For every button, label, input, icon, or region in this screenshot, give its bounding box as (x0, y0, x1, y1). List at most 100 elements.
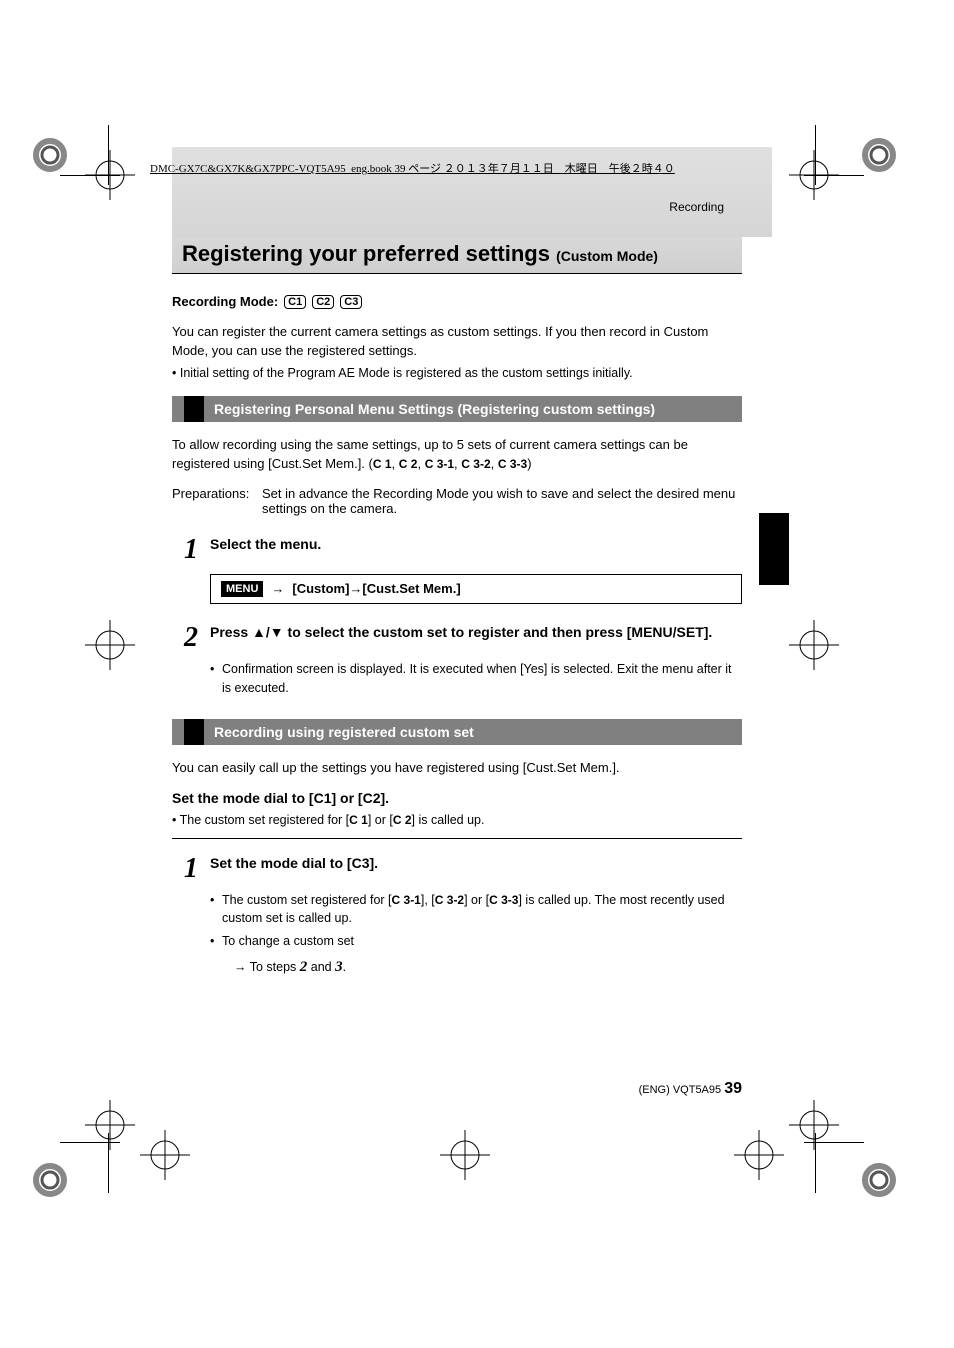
section-gap (184, 396, 204, 422)
intro-bullet: • Initial setting of the Program AE Mode… (172, 365, 742, 383)
section-accent (172, 396, 184, 422)
sec2-bold-a: Set the mode dial to [ (172, 790, 314, 806)
crop-line (804, 1142, 864, 1143)
step-1-number: 1 (172, 534, 210, 564)
menu-path-box: MENU → [Custom]→[Cust.Set Mem.] (210, 574, 742, 604)
step-2-body: Press ▲/▼ to select the custom set to re… (210, 622, 742, 643)
step-2: 2 Press ▲/▼ to select the custom set to … (172, 622, 742, 652)
preparations-text: Set in advance the Recording Mode you wi… (262, 486, 742, 516)
step-2-title: Press ▲/▼ to select the custom set to re… (210, 622, 742, 643)
b1b: ], [ (421, 893, 435, 907)
footer-page-number: 39 (724, 1080, 742, 1097)
recording-mode-label: Recording Mode: (172, 294, 278, 309)
b1c33: C 3-3 (489, 893, 518, 907)
sec2-bullet-b: ] or [ (368, 813, 393, 827)
crosshair-icon (734, 1130, 784, 1180)
crop-line (815, 125, 816, 185)
arrow-3: 3 (335, 959, 343, 975)
book-header-line: DMC-GX7C&GX7K&GX7PPC-VQT5A95_eng.book 39… (150, 160, 675, 176)
preparations-row: Preparations: Set in advance the Recordi… (172, 486, 742, 516)
step-2-number: 2 (172, 622, 210, 652)
bullet-dot-3: • (210, 932, 222, 951)
crop-mark-icon (25, 130, 75, 180)
step-2-title-c: to select the custom set to register and… (284, 624, 713, 640)
step-2-title-a: Press (210, 624, 252, 640)
step-1-body: Select the menu. (210, 534, 742, 555)
sec2-bullet-c: ] is called up. (412, 813, 485, 827)
sec2-step1-title-a: Set the mode dial to [ (210, 855, 352, 871)
c-label-5: C 3-3 (498, 457, 527, 471)
sec2-step1-bullet2-text: To change a custom set (222, 932, 742, 951)
intro-paragraph: You can register the current camera sett… (172, 323, 742, 361)
sec2-bullet-c1: C 1 (349, 813, 368, 827)
mode-badge-c2: C2 (312, 295, 334, 309)
page-title-main: Registering your preferred settings (182, 241, 556, 266)
sec2-bold-b: ] or [ (331, 790, 362, 806)
mode-badge-c3: C3 (340, 295, 362, 309)
crop-mark-icon (854, 130, 904, 180)
preparations-label: Preparations: (172, 486, 262, 516)
page-footer: (ENG) VQT5A95 39 (172, 1080, 742, 1098)
sec2-step-1-body: Set the mode dial to [C3]. (210, 853, 742, 874)
footer-label: (ENG) VQT5A95 (639, 1084, 722, 1096)
crop-line (804, 175, 864, 176)
sec2-step1-bullet2: • To change a custom set (210, 932, 742, 951)
crosshair-icon (85, 620, 135, 670)
section-header-2: Recording using registered custom set (172, 719, 742, 745)
step-1: 1 Select the menu. (172, 534, 742, 564)
menu-badge: MENU (221, 581, 263, 597)
side-tab-marker (759, 513, 789, 585)
sec2-step1-bullet1-text: The custom set registered for [C 3-1], [… (222, 891, 742, 929)
section-header-2-text: Recording using registered custom set (204, 719, 742, 745)
sec1-paragraph: To allow recording using the same settin… (172, 436, 742, 474)
sec2-bold-c1: C1 (314, 790, 332, 806)
sec2-step1-bullet1: • The custom set registered for [C 3-1],… (210, 891, 742, 929)
sec2-step-1-title: Set the mode dial to [C3]. (210, 853, 742, 874)
sec2-bold-line: Set the mode dial to [C1] or [C2]. (172, 790, 742, 806)
bullet-dot-2: • (210, 891, 222, 929)
step-2-bullet-text: Confirmation screen is displayed. It is … (222, 660, 742, 698)
sec2-step1-title-b: ]. (369, 855, 378, 871)
page-content: Registering your preferred settings (Cus… (172, 237, 742, 979)
crop-line (60, 175, 120, 176)
c-label-1: C 1 (373, 457, 392, 471)
arrow-a: → To steps (234, 960, 300, 974)
b1c32: C 3-2 (435, 893, 464, 907)
crosshair-icon (140, 1130, 190, 1180)
crosshair-icon (440, 1130, 490, 1180)
page-title-bar: Registering your preferred settings (Cus… (172, 237, 742, 274)
b1a: The custom set registered for [ (222, 893, 392, 907)
sec2-bold-c2: C2 (363, 790, 381, 806)
menu-path-text: [Custom]→[Cust.Set Mem.] (292, 581, 460, 596)
sec2-step1-title-c3: C3 (352, 855, 370, 871)
b1c31: C 3-1 (392, 893, 421, 907)
step-2-bullet: • Confirmation screen is displayed. It i… (210, 660, 742, 698)
c-label-4: C 3-2 (461, 457, 490, 471)
sec2-step-1: 1 Set the mode dial to [C3]. (172, 853, 742, 883)
arrow-b: and (307, 960, 335, 974)
crosshair-icon (789, 620, 839, 670)
step-1-title: Select the menu. (210, 534, 742, 555)
sec2-bullet-c2: C 2 (393, 813, 412, 827)
section-gap-2 (184, 719, 204, 745)
section-accent-2 (172, 719, 184, 745)
page-title-sub: (Custom Mode) (556, 248, 658, 264)
crop-mark-icon (25, 1155, 75, 1205)
down-triangle-icon: ▼ (270, 624, 284, 640)
bullet-dot: • (210, 660, 222, 698)
mode-badge-c1: C1 (284, 295, 306, 309)
sec2-bullet-a: • The custom set registered for [ (172, 813, 349, 827)
divider-line (172, 838, 742, 839)
section-header-1: Registering Personal Menu Settings (Regi… (172, 396, 742, 422)
c-label-2: C 2 (399, 457, 418, 471)
sec2-bold-c: ]. (381, 790, 390, 806)
crop-line (108, 125, 109, 185)
section-header-1-text: Registering Personal Menu Settings (Regi… (204, 396, 742, 422)
up-triangle-icon: ▲ (252, 624, 266, 640)
recording-mode-row: Recording Mode: C1 C2 C3 (172, 294, 742, 309)
sec2-step1-arrow-line: → To steps 2 and 3. (234, 955, 742, 979)
arrow-icon: → (271, 581, 284, 596)
b1c: ] or [ (464, 893, 489, 907)
sec1-p1b: ) (527, 456, 531, 471)
crop-mark-icon (854, 1155, 904, 1205)
